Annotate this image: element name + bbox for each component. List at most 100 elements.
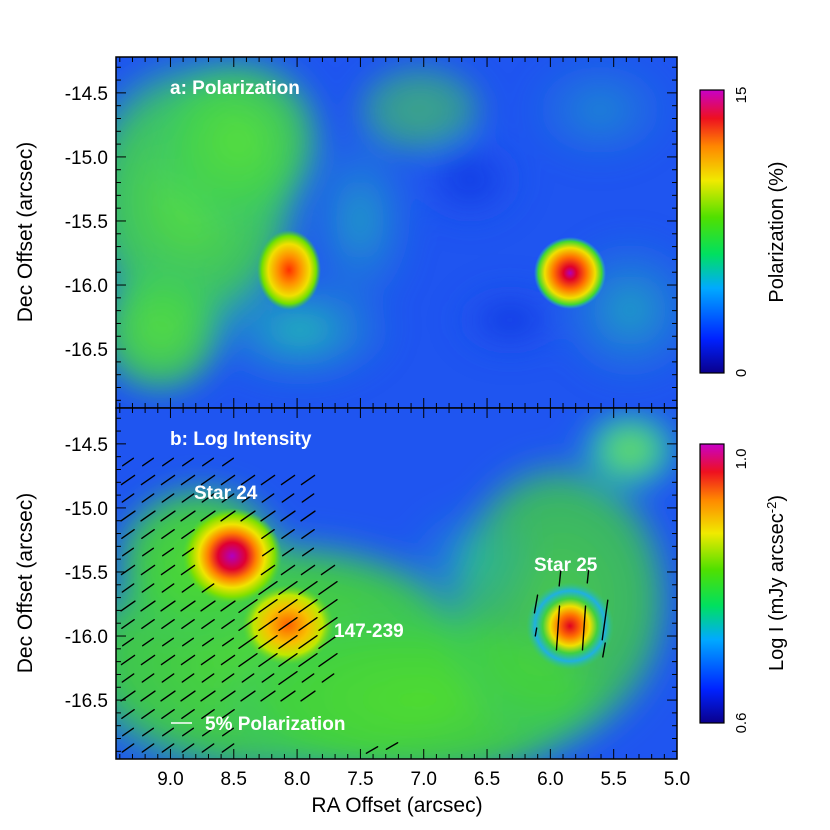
polarization-vector [220, 510, 236, 522]
polarization-vector [533, 594, 539, 614]
x-tick-label: 5.5 [600, 769, 626, 790]
polarization-vector [301, 493, 315, 503]
polarization-vector [220, 474, 236, 486]
y-axis-title-b: Dec Offset (arcsec) [14, 493, 37, 674]
source-147-239 [242, 585, 334, 665]
polarization-vector [121, 743, 135, 753]
polarization-vector [385, 742, 399, 750]
polarization-vector [141, 528, 155, 540]
panel-a-heatmap [116, 57, 677, 408]
polarization-vector [181, 583, 195, 593]
polarization-vector [280, 564, 296, 576]
polarization-vector [181, 637, 195, 647]
annotation-scale: 5% Polarization [205, 714, 345, 735]
source-star-25 [526, 582, 614, 670]
polarization-vector [601, 599, 609, 641]
polarization-vector [181, 547, 195, 557]
polarization-vector [258, 598, 278, 614]
source-star-24 [182, 508, 282, 604]
polarization-vector [141, 637, 155, 647]
polarization-vector [180, 510, 196, 522]
polarization-vector [300, 690, 316, 702]
y-tick-label: -15.5 [65, 212, 108, 233]
colorbar-b-min: 0.6 [733, 713, 750, 734]
y-tick-label: -15.0 [65, 148, 108, 169]
polarization-vector [278, 652, 298, 668]
polarization-vector [221, 618, 235, 630]
polarization-vector [318, 598, 338, 614]
colorbar-b: 1.0 0.6 Log I (mJy arcsec-2) [699, 443, 788, 734]
polarization-vector [121, 618, 135, 630]
polarization-vector [221, 457, 235, 467]
polarization-vector [121, 708, 135, 720]
panel-a-label: a: Polarization [170, 78, 300, 99]
panel-b-label: b: Log Intensity [170, 429, 312, 450]
polarization-vector [201, 493, 215, 503]
polarization-vector [241, 493, 255, 503]
polarization-vector [121, 528, 135, 540]
polarization-vector [141, 618, 155, 630]
y-tick-label: -16.5 [65, 691, 108, 712]
polarization-hotspot-2 [534, 237, 606, 309]
axes: -14.5 -15.0 -15.5 -16.0 -16.5 9.0 8.5 8.0 7.5 7.0… [65, 57, 690, 790]
polarization-vectors [120, 457, 609, 754]
polarization-vector [221, 708, 235, 720]
polarization-vector [140, 564, 156, 576]
polarization-vector [280, 474, 296, 486]
polarization-vector [318, 616, 338, 632]
polarization-vector [301, 673, 315, 683]
y-tick-label: -16.5 [65, 340, 108, 361]
polarization-vector [200, 654, 216, 666]
polarization-vector [221, 493, 235, 503]
polarization-vector [318, 580, 338, 596]
polarization-vector [121, 583, 135, 593]
polarization-vector [201, 708, 215, 720]
polarization-vector [201, 637, 215, 647]
polarization-vector [534, 627, 538, 637]
annotation-star-25: Star 25 [534, 555, 598, 576]
polarization-vector [221, 727, 235, 737]
polarization-vector [141, 583, 155, 593]
polarization-vector [120, 474, 136, 486]
polarization-vector [238, 634, 258, 650]
polarization-hotspot-1 [257, 230, 321, 310]
polarization-vector [161, 618, 175, 630]
polarization-vector [281, 493, 295, 503]
colorbar-a-title: Polarization (%) [766, 161, 788, 302]
polarization-vector [558, 569, 562, 587]
polarization-vector [280, 690, 296, 702]
polarization-vector [281, 547, 295, 557]
x-tick-label: 7.0 [411, 769, 437, 790]
polarization-vector [181, 708, 195, 720]
x-tick-label: 7.5 [347, 769, 373, 790]
annotation-147-239: 147-239 [334, 621, 404, 642]
polarization-vector [180, 474, 196, 486]
polarization-vector [121, 547, 135, 557]
x-tick-label: 6.0 [537, 769, 563, 790]
polarization-vector [140, 474, 156, 486]
polarization-vector [141, 743, 155, 753]
polarization-vector [181, 618, 195, 630]
polarization-vector [181, 493, 195, 503]
polarization-vector [241, 673, 255, 683]
polarization-vector [181, 673, 195, 683]
polarization-vector [260, 564, 276, 576]
polarization-vector [160, 654, 176, 666]
polarization-vector [602, 642, 606, 658]
polarization-vector [260, 510, 276, 522]
polarization-vector [220, 690, 236, 702]
y-axis-title-a: Dec Offset (arcsec) [14, 142, 37, 323]
polarization-vector [221, 637, 235, 647]
polarization-vector [161, 528, 175, 540]
polarization-vector [240, 690, 256, 702]
polarization-vector [281, 528, 295, 540]
colorbar-b-title-main: Log I (mJy arcsec [766, 513, 788, 671]
polarization-vector [298, 580, 318, 596]
polarization-vector [121, 727, 135, 737]
x-tick-label: 8.0 [284, 769, 310, 790]
polarization-vector [161, 637, 175, 647]
polarization-vector [181, 727, 195, 737]
polarization-vector [261, 673, 275, 683]
polarization-vector [258, 580, 278, 596]
polarization-vector [200, 510, 216, 522]
